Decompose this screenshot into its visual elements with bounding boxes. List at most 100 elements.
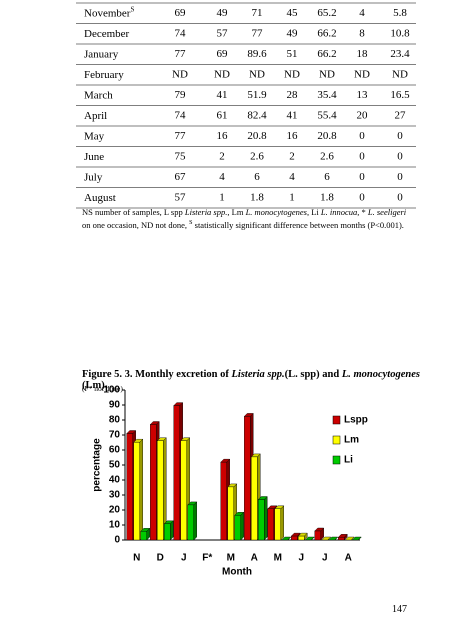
legend-swatch [332, 455, 341, 465]
bar [267, 508, 274, 541]
bar-side [170, 520, 174, 541]
month: April [84, 109, 107, 121]
cell: ND [249, 68, 265, 80]
cell: 0 [359, 171, 365, 183]
cell: 18 [357, 48, 369, 60]
cell: 0 [397, 191, 403, 203]
cell: 74 [175, 109, 187, 121]
cell: 82.4 [247, 109, 267, 121]
y-tick-label: 0 [114, 535, 120, 546]
cell: 51.9 [247, 89, 267, 101]
x-tick-label: M [227, 553, 235, 564]
legend-label: Lspp [344, 415, 368, 426]
text-run: (L. spp) and [284, 369, 342, 380]
bar-side [280, 505, 284, 541]
row-label: NovemberS [84, 5, 134, 19]
bar [258, 499, 265, 541]
text-run: statistically significant difference bet… [192, 219, 404, 230]
y-tick-label: 30 [109, 490, 121, 501]
cell: 55.4 [317, 109, 337, 121]
month: May [84, 130, 105, 142]
cell: 41 [217, 89, 228, 101]
cell: ND [392, 68, 408, 80]
month: January [84, 48, 119, 60]
cell: 57 [217, 27, 229, 39]
x-tick-label: A [251, 553, 258, 564]
bar [150, 424, 157, 541]
cell: 2.6 [250, 150, 264, 162]
row-label: March [84, 89, 113, 101]
y-tick-label: 20 [109, 505, 121, 516]
cell: 1 [289, 191, 295, 203]
bar [314, 530, 321, 541]
row-label: August [84, 191, 116, 203]
cell: 77 [252, 27, 264, 39]
legend-swatch [332, 415, 341, 425]
bar [187, 504, 194, 541]
bar-top [321, 536, 332, 541]
cell: 61 [217, 109, 228, 121]
cell: 0 [397, 171, 403, 183]
x-tick-label: N [133, 553, 140, 564]
cell: 57 [175, 191, 187, 203]
y-tick-label: 60 [109, 445, 121, 456]
text-run: L. innocua [320, 207, 358, 217]
y-tick-label: 10 [109, 520, 121, 531]
cell: 65.2 [317, 7, 336, 19]
cell: 0 [359, 191, 365, 203]
bar [234, 515, 241, 541]
bar-side [240, 511, 244, 541]
cell: 20.8 [247, 130, 267, 142]
text-run: , * [357, 207, 368, 217]
cell: 1.8 [320, 191, 334, 203]
cell: 0 [359, 130, 365, 142]
cell: 4 [359, 7, 365, 19]
cell: 0 [359, 150, 365, 162]
text-run: Listeria spp. [184, 207, 228, 217]
cell: 35.4 [317, 89, 337, 101]
row-label: July [84, 171, 103, 183]
text-run: , Lm [227, 207, 246, 217]
cell: 1.8 [250, 191, 264, 203]
bar [251, 456, 258, 541]
x-tick-label: J [181, 553, 187, 564]
bar [140, 531, 147, 541]
bar [227, 486, 234, 541]
bar-side [139, 438, 143, 541]
cell: 6 [254, 171, 260, 183]
cell: 2.6 [320, 150, 334, 162]
cell: 20 [357, 109, 369, 121]
cell: 71 [252, 7, 263, 19]
cell: 16.5 [390, 89, 410, 101]
cell: 1 [219, 191, 225, 203]
row-label: April [84, 109, 107, 121]
cell: ND [284, 68, 300, 80]
text-run: S [189, 220, 193, 226]
cell: 10.8 [390, 27, 410, 39]
x-axis-label: Month [222, 567, 252, 578]
bar [157, 440, 164, 541]
month: March [84, 89, 113, 101]
bar-top [328, 536, 339, 541]
y-axis-label: percentage [92, 438, 103, 492]
cell: 8 [359, 27, 365, 39]
cell: 20.8 [317, 130, 337, 142]
bar-top [351, 536, 362, 541]
y-tick-label: 100 [103, 385, 120, 396]
x-tick-label: J [322, 553, 328, 564]
row-label: January [84, 48, 119, 60]
bar [180, 440, 187, 541]
cell: 51 [287, 48, 298, 60]
cell: 89.6 [247, 48, 267, 60]
y-tick-label: 70 [109, 430, 121, 441]
cell: 41 [287, 109, 298, 121]
cell: 2 [289, 150, 295, 162]
page-number: 147 [392, 604, 407, 615]
row-label: June [84, 150, 104, 162]
bar-top [304, 536, 315, 541]
cell: 79 [175, 89, 187, 101]
bar-top [344, 536, 355, 541]
row-label: February [84, 68, 124, 80]
x-tick-label: A [345, 553, 352, 564]
month: August [84, 191, 116, 203]
